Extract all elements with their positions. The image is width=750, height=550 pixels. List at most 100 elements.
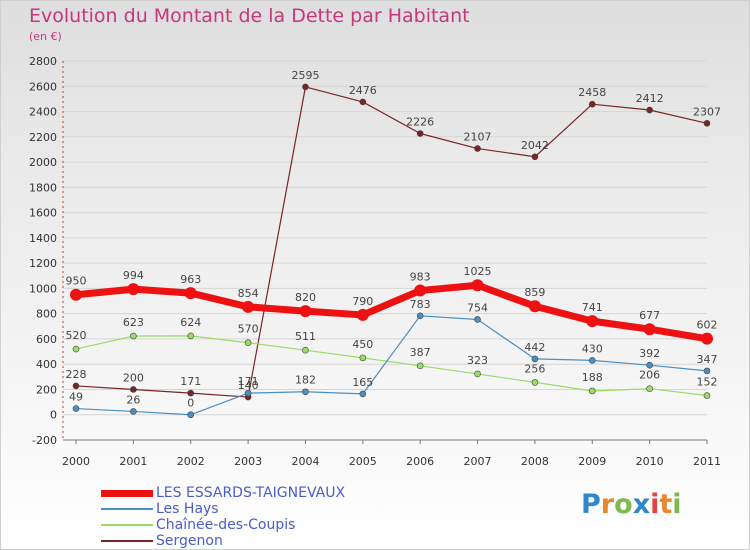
y-tick-label: 2000 (29, 156, 57, 169)
data-point-sergenon (302, 83, 309, 91)
data-label-sergenon: 171 (180, 375, 201, 388)
x-tick-label: 2002 (177, 455, 205, 468)
data-label-chainee-des-coupis: 206 (639, 369, 660, 382)
data-label-chainee-des-coupis: 152 (697, 376, 718, 389)
data-point-chainee-des-coupis (244, 339, 252, 347)
x-tick-label: 2004 (291, 455, 319, 468)
data-point-chainee-des-coupis (588, 387, 596, 395)
data-label-les-hays: 26 (126, 393, 140, 406)
data-point-les-hays (588, 357, 596, 364)
data-point-les-hays (130, 408, 137, 415)
data-label-chainee-des-coupis: 188 (582, 371, 603, 384)
data-label-les-essards-taignevaux: 790 (352, 295, 373, 308)
y-tick-label: 1600 (29, 207, 57, 220)
data-point-chainee-des-coupis (416, 362, 424, 370)
data-label-les-hays: 0 (187, 397, 194, 410)
y-tick-label: 400 (36, 358, 57, 371)
data-point-les-essards-taignevaux (70, 288, 82, 301)
data-label-les-hays: 165 (352, 376, 373, 389)
y-tick-label: 2600 (29, 80, 57, 93)
data-point-sergenon (72, 382, 80, 390)
data-label-sergenon: 2412 (636, 92, 664, 105)
data-label-les-essards-taignevaux: 859 (524, 286, 545, 299)
data-point-chainee-des-coupis (474, 370, 481, 378)
data-point-chainee-des-coupis (72, 345, 80, 353)
x-tick-label: 2003 (234, 455, 262, 468)
data-label-sergenon: 140 (238, 379, 259, 392)
legend-label: Les Hays (156, 501, 219, 517)
y-tick-label: 1200 (29, 257, 57, 270)
data-point-les-essards-taignevaux (184, 287, 197, 300)
y-tick-label: 800 (36, 308, 57, 321)
series-line-chainee-des-coupis (75, 335, 708, 397)
data-label-sergenon: 200 (123, 371, 144, 384)
data-point-les-essards-taignevaux (414, 284, 427, 297)
data-label-les-essards-taignevaux: 820 (295, 291, 316, 304)
data-label-chainee-des-coupis: 256 (524, 362, 545, 375)
data-point-les-essards-taignevaux (701, 332, 713, 345)
data-point-chainee-des-coupis (130, 332, 137, 340)
data-point-sergenon (646, 106, 653, 114)
data-point-les-essards-taignevaux (356, 308, 369, 321)
data-point-les-essards-taignevaux (242, 300, 255, 313)
data-label-chainee-des-coupis: 520 (66, 329, 87, 342)
data-point-sergenon (416, 130, 424, 137)
data-label-chainee-des-coupis: 570 (238, 323, 259, 336)
y-tick-label: 600 (36, 333, 57, 346)
legend-swatch (101, 508, 153, 510)
data-label-les-hays: 783 (410, 298, 431, 311)
data-label-sergenon: 2042 (521, 139, 549, 152)
data-label-les-essards-taignevaux: 602 (697, 319, 718, 332)
data-label-les-hays: 347 (697, 353, 718, 366)
data-point-les-hays (302, 388, 309, 396)
data-label-les-essards-taignevaux: 994 (123, 269, 144, 282)
data-label-chainee-des-coupis: 387 (410, 346, 431, 359)
x-tick-label: 2001 (119, 455, 147, 468)
data-point-sergenon (187, 389, 195, 397)
data-point-chainee-des-coupis (187, 332, 195, 340)
data-label-chainee-des-coupis: 511 (295, 330, 316, 343)
data-point-chainee-des-coupis (302, 346, 309, 354)
data-point-sergenon (474, 145, 481, 152)
data-point-les-hays (703, 367, 711, 375)
series-line-les-hays (75, 315, 708, 416)
data-label-les-essards-taignevaux: 741 (582, 301, 603, 314)
y-tick-label: 0 (50, 409, 57, 422)
chart-subtitle: (en €) (29, 30, 62, 43)
y-tick-label: 200 (36, 383, 57, 396)
data-label-les-essards-taignevaux: 950 (66, 275, 87, 288)
data-label-sergenon: 2107 (464, 131, 492, 144)
data-point-les-hays (244, 389, 252, 397)
data-label-sergenon: 2476 (349, 84, 377, 97)
data-point-les-hays (416, 312, 424, 320)
y-tick-label: 2200 (29, 131, 57, 144)
data-point-les-hays (474, 316, 481, 323)
chart-title: Evolution du Montant de la Dette par Hab… (29, 5, 470, 27)
legend-swatch (101, 524, 153, 526)
data-label-les-hays: 430 (582, 342, 603, 355)
data-point-les-hays (359, 390, 367, 398)
x-tick-label: 2010 (636, 455, 664, 468)
legend-swatch (101, 540, 153, 542)
data-label-les-hays: 754 (467, 301, 488, 314)
data-label-les-hays: 392 (639, 347, 660, 360)
data-point-les-hays (72, 405, 80, 412)
data-point-chainee-des-coupis (646, 385, 653, 393)
data-point-les-essards-taignevaux (528, 300, 541, 313)
series-line-les-essards-taignevaux (75, 281, 708, 343)
data-label-les-essards-taignevaux: 963 (180, 273, 201, 286)
data-label-les-essards-taignevaux: 983 (410, 271, 431, 284)
x-tick-label: 2005 (349, 455, 377, 468)
y-tick-label: 2800 (29, 55, 57, 68)
x-tick-label: 2008 (521, 455, 549, 468)
y-tick-label: 1400 (29, 232, 57, 245)
data-point-les-hays (646, 361, 653, 369)
series-line-sergenon (75, 86, 708, 398)
data-point-les-essards-taignevaux (127, 283, 140, 296)
data-point-les-essards-taignevaux (471, 279, 484, 292)
y-tick-label: 1000 (29, 282, 57, 295)
data-label-les-hays: 182 (295, 374, 316, 387)
data-label-sergenon: 2307 (693, 105, 721, 118)
